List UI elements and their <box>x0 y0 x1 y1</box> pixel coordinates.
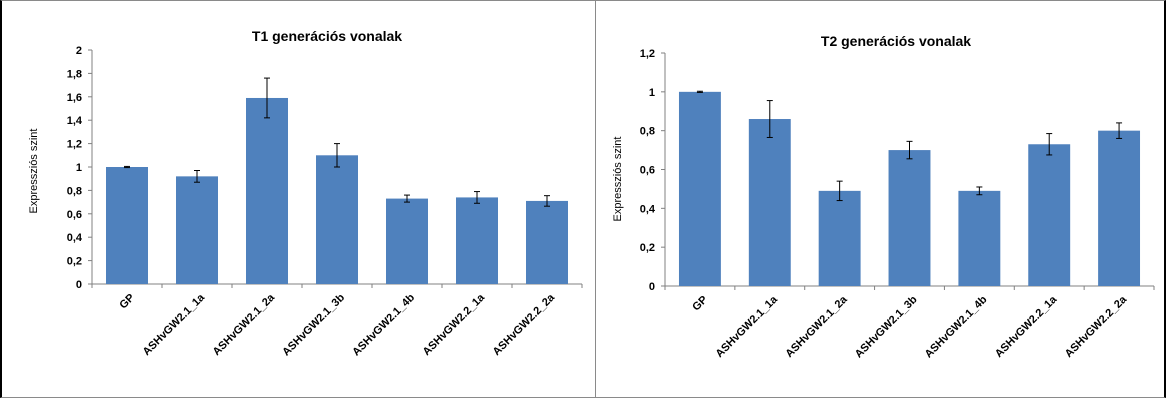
y-tick-label: 1,4 <box>67 115 83 127</box>
x-tick-label: ASHvGW2.1_3b <box>853 293 920 360</box>
y-tick-label: 0,4 <box>67 232 83 244</box>
y-tick-label: 0,8 <box>640 126 655 138</box>
y-tick-label: 0 <box>76 279 82 291</box>
y-tick-label: 0,6 <box>67 209 82 221</box>
y-tick-label: 0,8 <box>67 185 82 197</box>
x-tick-label: ASHvGW2.2_2a <box>1063 293 1130 360</box>
x-tick-label: GP <box>690 294 710 314</box>
bar <box>678 91 721 286</box>
chart-t2-svg: T2 generációs vonalak Expressziós szint … <box>612 33 1155 360</box>
x-tick-label: ASHvGW2.1_4b <box>350 291 417 358</box>
y-tick-label: 1 <box>76 162 82 174</box>
y-tick-label: 0 <box>649 281 655 293</box>
bar <box>1028 144 1071 286</box>
chart-panel-t2: T2 generációs vonalak Expressziós szint … <box>595 0 1166 398</box>
chart-title: T2 generációs vonalak <box>821 33 971 49</box>
y-tick-label: 1,8 <box>67 68 82 80</box>
x-tick-label: ASHvGW2.1_3b <box>280 291 347 358</box>
bar <box>176 176 218 284</box>
chart-t1-svg: T1 generációs vonalak Expressziós szint … <box>28 28 583 358</box>
bar <box>818 190 861 286</box>
x-tick-label: ASHvGW2.1_1a <box>713 293 780 360</box>
y-tick-label: 0,6 <box>640 165 655 177</box>
bar <box>456 197 498 284</box>
x-tick-label: ASHvGW2.2_1a <box>993 293 1060 360</box>
y-tick-label: 1 <box>649 87 655 99</box>
x-tick-label: ASHvGW2.2_1a <box>421 291 488 358</box>
bar <box>526 200 568 284</box>
y-tick-label: 2 <box>76 45 82 57</box>
y-tick-label: 1,2 <box>67 139 82 151</box>
y-tick-label: 0,2 <box>640 242 655 254</box>
bar <box>106 167 148 284</box>
bar <box>888 150 931 286</box>
x-tick-label: ASHvGW2.1_1a <box>141 291 208 358</box>
y-tick-label: 0,4 <box>640 203 656 215</box>
x-tick-label: ASHvGW2.1_4b <box>923 293 990 360</box>
y-tick-label: 1,2 <box>640 48 655 60</box>
chart-panel-t1: T1 generációs vonalak Expressziós szint … <box>0 0 595 398</box>
x-tick-label: ASHvGW2.1_2a <box>783 293 850 360</box>
bar <box>246 97 288 284</box>
bar <box>1098 130 1141 286</box>
chart-title: T1 generációs vonalak <box>252 28 402 44</box>
x-tick-label: ASHvGW2.2_2a <box>491 291 558 358</box>
bar <box>386 198 428 284</box>
y-axis-label: Expressziós szint <box>612 137 624 222</box>
y-axis-label: Expressziós szint <box>28 129 40 214</box>
bar <box>958 190 1001 286</box>
x-tick-label: GP <box>117 292 137 312</box>
y-tick-label: 1,6 <box>67 92 82 104</box>
bar <box>316 155 358 284</box>
x-tick-label: ASHvGW2.1_2a <box>211 291 278 358</box>
y-tick-label: 0,2 <box>67 256 82 268</box>
bar <box>748 119 791 287</box>
